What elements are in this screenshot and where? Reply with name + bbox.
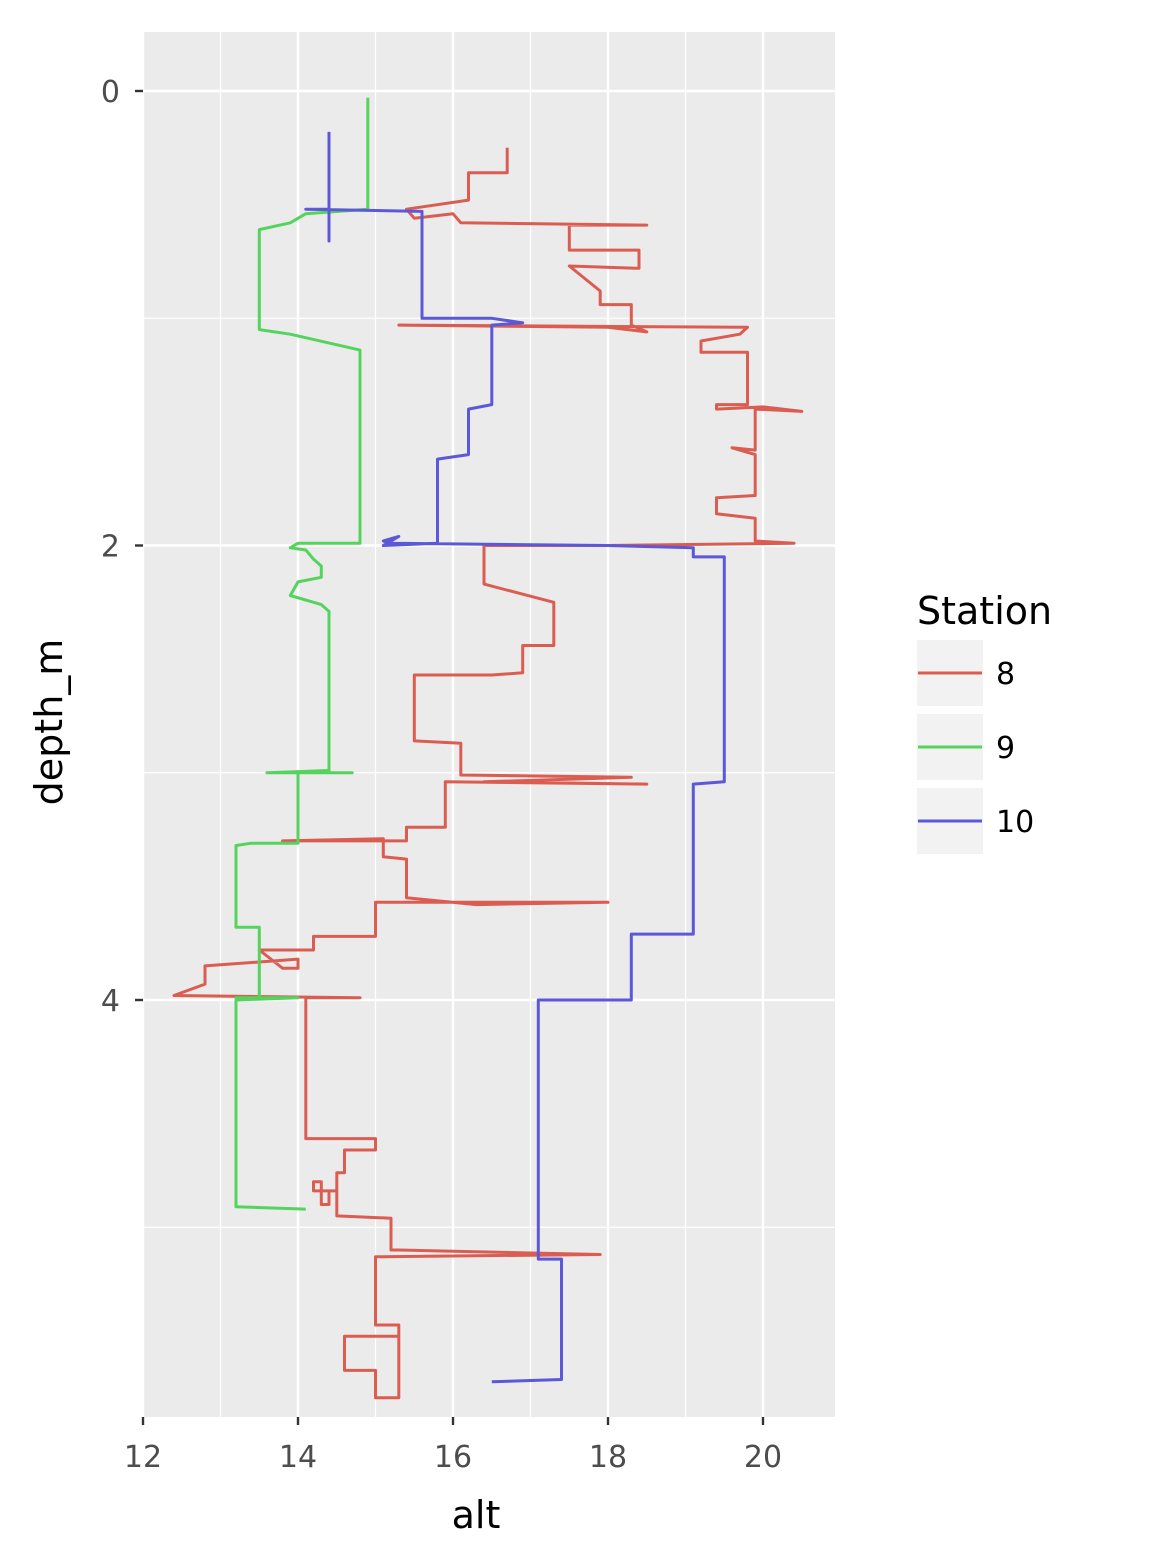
x-tick-label: 18 [589,1440,627,1475]
legend-title: Station [917,589,1052,633]
legend-label-8: 8 [996,657,1015,692]
x-axis: 12 14 16 18 20 [124,1417,782,1475]
plot-panel [143,32,835,1417]
legend-label-10: 10 [996,805,1034,840]
legend: Station 8 9 10 [917,589,1052,854]
y-axis: 0 2 4 [101,75,143,1019]
x-tick-label: 14 [279,1440,317,1475]
x-tick-label: 16 [434,1440,472,1475]
legend-label-9: 9 [996,731,1015,766]
series-line-10 [304,131,726,1384]
y-tick-label: 2 [101,530,120,565]
y-axis-title: depth_m [27,639,71,806]
y-tick-label: 0 [101,75,120,110]
x-axis-title: alt [452,1493,501,1537]
x-tick-label: 12 [124,1440,162,1475]
series-line-8 [172,147,804,1400]
y-tick-label: 4 [101,984,120,1019]
x-tick-label: 20 [744,1440,782,1475]
series-lines [172,97,804,1400]
series-line-9 [234,97,370,1211]
